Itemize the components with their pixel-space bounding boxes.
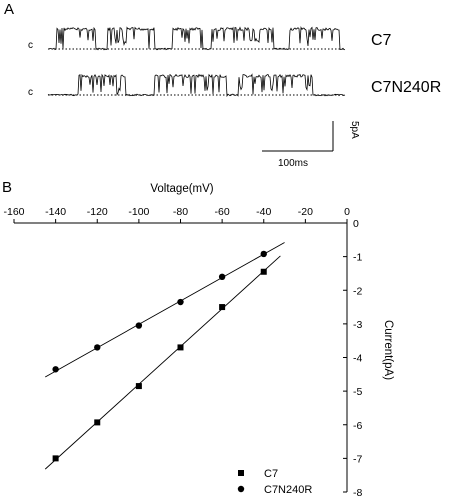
data-point-c7 — [219, 304, 226, 311]
y-tick-label: -4 — [353, 353, 362, 365]
data-point-c7n240r — [260, 250, 267, 258]
legend-marker-circle — [237, 485, 245, 493]
data-point-c7 — [94, 419, 101, 426]
trace-c7n240r: c C7N240R — [28, 73, 441, 98]
panel-a: A c C7 c C7N240R 100ms 5pA — [4, 1, 441, 169]
fit-line-c7n240r — [44, 242, 285, 378]
x-tick-label: -120 — [87, 206, 108, 218]
data-point-c7n240r — [94, 344, 101, 351]
legend: C7 C7N240R — [237, 468, 312, 496]
x-tick-label: -80 — [173, 206, 188, 218]
x-tick-label: -140 — [45, 206, 66, 218]
scale-bar: 100ms 5pA — [262, 121, 360, 169]
data-point-c7n240r — [177, 298, 184, 306]
scale-bar-time-label: 100ms — [278, 158, 308, 169]
trace-c7n240r-current-trace — [47, 73, 346, 98]
y-tick-label: -6 — [353, 420, 362, 432]
panel-b-label: B — [2, 179, 12, 196]
fit-line-c7 — [44, 255, 281, 470]
data-point-c7n240r — [135, 322, 143, 329]
panel-b: B Voltage(mV) Current(pA) -160 -140 -120 -1… — [2, 179, 394, 499]
x-tick-label: -160 — [3, 206, 24, 218]
legend-label-c7: C7 — [264, 468, 278, 480]
y-tick-label: -3 — [353, 319, 362, 331]
trace-c7-name: C7 — [371, 32, 392, 49]
y-axis-title: Current(pA) — [382, 320, 394, 380]
trace-c7n240r-closed-marker: c — [28, 87, 33, 98]
legend-marker-square — [238, 470, 244, 476]
trace-c7-closed-marker: c — [28, 40, 33, 51]
trace-c7-current-trace — [47, 26, 346, 51]
x-tick-label: 0 — [344, 206, 350, 218]
y-tick-label: -8 — [353, 487, 362, 499]
y-tick-label: -1 — [353, 252, 362, 264]
panel-a-label: A — [4, 1, 14, 18]
data-points — [52, 250, 267, 462]
data-point-c7 — [135, 383, 142, 390]
data-point-c7n240r — [52, 366, 59, 373]
y-tick-label: -5 — [353, 386, 362, 398]
y-axis-ticks: 0 -1 -2 -3 -4 -5 -6 -7 -8 — [343, 218, 362, 499]
x-tick-label: -20 — [298, 206, 313, 218]
y-tick-label: -7 — [353, 453, 362, 465]
scale-bar-current-label: 5pA — [349, 121, 360, 139]
x-tick-label: -60 — [215, 206, 230, 218]
x-tick-label: -40 — [256, 206, 271, 218]
fit-lines — [44, 242, 285, 470]
x-axis-ticks: -160 -140 -120 -100 -80 -60 -40 -20 0 — [3, 206, 350, 223]
data-point-c7 — [260, 268, 267, 275]
y-tick-label: -2 — [353, 285, 362, 297]
data-point-c7 — [52, 455, 59, 462]
trace-c7: c C7 — [28, 26, 392, 51]
legend-label-c7n240r: C7N240R — [264, 484, 312, 496]
trace-c7n240r-name: C7N240R — [371, 79, 441, 96]
x-axis-title: Voltage(mV) — [150, 183, 213, 195]
x-tick-label: -100 — [128, 206, 149, 218]
data-point-c7n240r — [218, 273, 226, 280]
data-point-c7 — [177, 344, 184, 351]
y-tick-label: 0 — [353, 218, 359, 230]
